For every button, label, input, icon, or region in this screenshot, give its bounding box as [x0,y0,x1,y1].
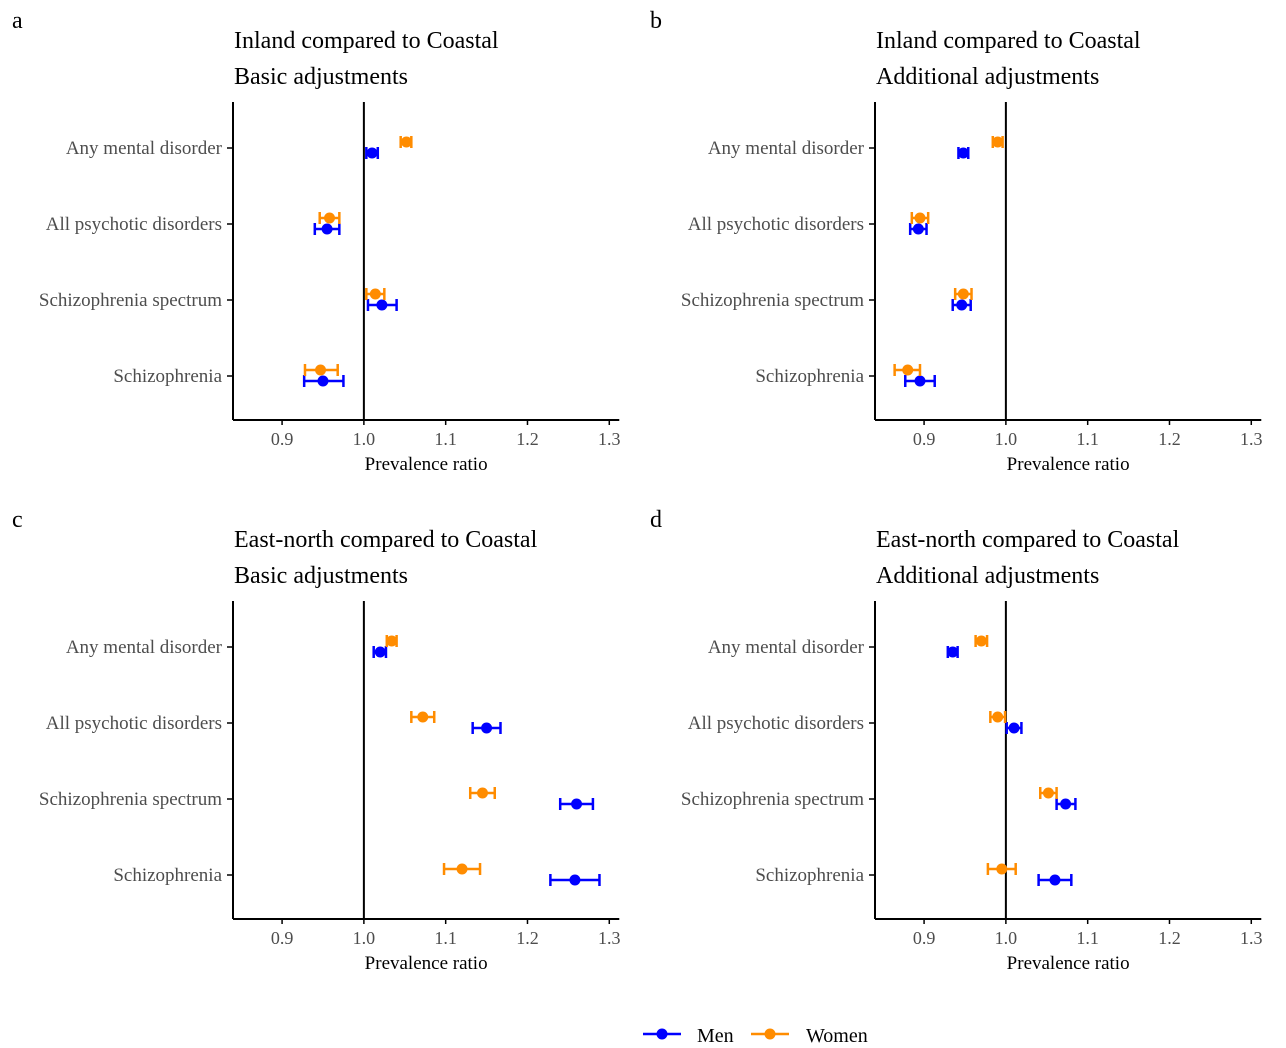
y-tick-label: Any mental disorder [66,138,223,159]
x-axis-label: Prevalence ratio [1007,454,1130,475]
panel-a: a Inland compared to Coastal Basic adjustm… [12,8,621,475]
y-tick-label: All psychotic disorders [46,214,222,235]
panel-title-line1: East-north compared to Coastal [234,527,538,553]
y-tick-label: Schizophrenia [113,366,222,387]
legend-women-point [764,1028,776,1040]
x-tick-label: 0.9 [271,429,294,449]
panel-b: b Inland compared to Coastal Additional ad… [650,8,1263,475]
point-women [386,635,398,647]
point-men [956,299,968,311]
point-women [957,288,969,300]
x-tick-label: 1.1 [434,429,457,449]
point-women [400,136,412,148]
panel-letter: c [12,507,23,533]
panel-letter: b [650,8,662,34]
y-tick-label: Any mental disorder [708,637,865,658]
x-axis-label: Prevalence ratio [365,454,488,475]
point-men [366,147,378,159]
y-tick-label: Schizophrenia [755,366,864,387]
point-men [912,223,924,235]
point-women [975,635,987,647]
x-axis-label: Prevalence ratio [1007,953,1130,974]
y-tick-label: Schizophrenia spectrum [681,290,864,311]
panel-letter: d [650,507,662,533]
point-women [324,212,336,224]
y-tick-label: All psychotic disorders [688,214,864,235]
panel-title-line2: Basic adjustments [234,64,408,90]
x-tick-label: 1.0 [995,429,1018,449]
point-men [376,299,388,311]
panel-c: c East-north compared to Coastal Basic adj… [12,507,621,974]
panels-group: a Inland compared to Coastal Basic adjustm… [12,8,1263,974]
point-men [1049,874,1061,886]
point-women [476,787,488,799]
point-men [321,223,333,235]
y-tick-label: Schizophrenia [755,865,864,886]
panel-title-line2: Basic adjustments [234,563,408,589]
x-axis-label: Prevalence ratio [365,953,488,974]
point-men [317,375,329,387]
x-tick-label: 1.3 [598,429,621,449]
point-men [569,874,581,886]
x-tick-label: 1.2 [516,429,539,449]
point-men [957,147,969,159]
y-tick-label: Schizophrenia spectrum [39,789,222,810]
y-tick-label: All psychotic disorders [688,713,864,734]
x-tick-label: 0.9 [913,429,936,449]
legend-women-label: Women [806,1025,868,1047]
point-men [1060,798,1072,810]
x-tick-label: 1.3 [1240,429,1263,449]
x-tick-label: 1.1 [434,928,457,948]
y-tick-label: Any mental disorder [66,637,223,658]
panel-title-line1: Inland compared to Coastal [876,28,1141,54]
x-tick-label: 1.0 [353,928,376,948]
y-tick-label: Schizophrenia spectrum [39,290,222,311]
y-tick-label: Any mental disorder [708,138,865,159]
point-women [315,364,327,376]
point-men [947,646,959,658]
legend-men-label: Men [697,1025,734,1047]
x-tick-label: 1.0 [995,928,1018,948]
point-men [481,722,493,734]
x-tick-label: 1.2 [1158,928,1181,948]
x-tick-label: 1.2 [1158,429,1181,449]
point-women [992,136,1004,148]
x-tick-label: 1.0 [353,429,376,449]
y-tick-label: Schizophrenia spectrum [681,789,864,810]
point-women [369,288,381,300]
point-men [1008,722,1020,734]
x-tick-label: 0.9 [271,928,294,948]
point-men [374,646,386,658]
x-tick-label: 1.1 [1076,928,1099,948]
panel-title-line1: East-north compared to Coastal [876,527,1180,553]
y-tick-label: Schizophrenia [113,865,222,886]
point-women [996,863,1008,875]
legend: Men Women [643,1025,868,1047]
x-tick-label: 1.3 [598,928,621,948]
point-women [456,863,468,875]
point-women [1042,787,1054,799]
panel-letter: a [12,8,23,34]
panel-title-line1: Inland compared to Coastal [234,28,499,54]
legend-item-men: Men [643,1025,734,1047]
point-women [902,364,914,376]
x-tick-label: 1.1 [1076,429,1099,449]
point-women [992,711,1004,723]
point-women [417,711,429,723]
x-tick-label: 1.3 [1240,928,1263,948]
panel-title-line2: Additional adjustments [876,64,1099,90]
point-women [914,212,926,224]
point-men [571,798,583,810]
panel-title-line2: Additional adjustments [876,563,1099,589]
y-tick-label: All psychotic disorders [46,713,222,734]
point-men [914,375,926,387]
panel-d: d East-north compared to Coastal Additiona… [650,507,1263,974]
legend-item-women: Women [751,1025,868,1047]
x-tick-label: 1.2 [516,928,539,948]
x-tick-label: 0.9 [913,928,936,948]
legend-men-point [656,1028,668,1040]
